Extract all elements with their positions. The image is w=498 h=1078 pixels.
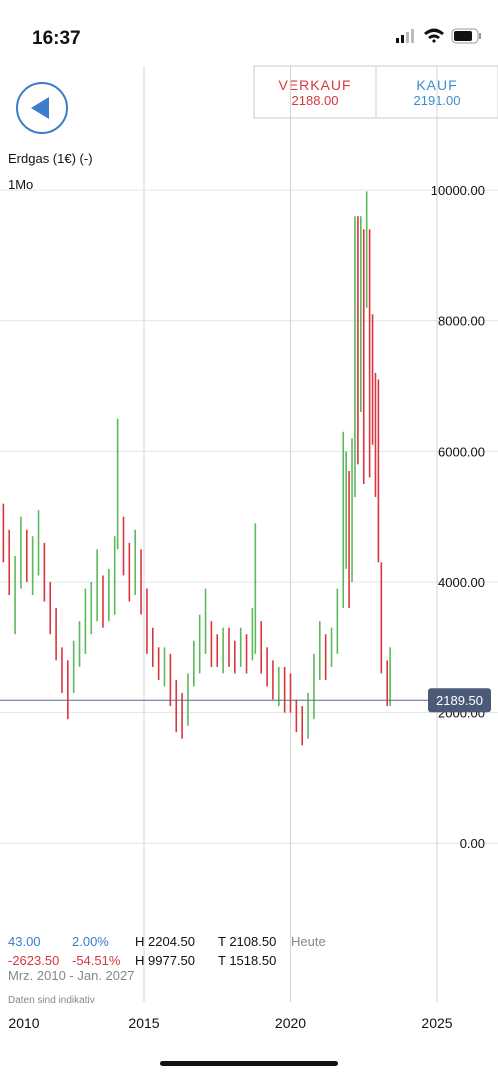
x-tick-label: 2025 bbox=[421, 1015, 452, 1031]
y-tick-label: 4000.00 bbox=[438, 575, 485, 590]
chart-title: Erdgas (1€) (-) bbox=[8, 151, 93, 166]
y-tick-label: 10000.00 bbox=[431, 183, 485, 198]
period: Heute bbox=[291, 934, 326, 949]
x-tick-label: 2010 bbox=[8, 1015, 39, 1031]
x-tick-label: 2015 bbox=[128, 1015, 159, 1031]
total-high: H 9977.50 bbox=[135, 953, 195, 968]
back-button[interactable] bbox=[16, 82, 68, 134]
sell-label: VERKAUF bbox=[278, 77, 351, 93]
change: 43.00 bbox=[8, 934, 41, 949]
chart-subtitle: 1Mo bbox=[8, 177, 33, 192]
note: Daten sind indikativ bbox=[8, 995, 95, 1006]
date-range: Mrz. 2010 - Jan. 2027 bbox=[8, 968, 134, 983]
y-tick-label: 6000.00 bbox=[438, 444, 485, 459]
status-time: 16:37 bbox=[32, 28, 81, 49]
x-tick-label: 2020 bbox=[275, 1015, 306, 1031]
day-high: H 2204.50 bbox=[135, 934, 195, 949]
total-change: -2623.50 bbox=[8, 953, 59, 968]
last-price-label: 2189.50 bbox=[436, 693, 483, 708]
y-tick-label: 0.00 bbox=[460, 836, 485, 851]
status-icons bbox=[396, 28, 481, 44]
sell-price: 2188.00 bbox=[292, 93, 339, 108]
day-low: T 2108.50 bbox=[218, 934, 276, 949]
total-change-pct: -54.51% bbox=[72, 953, 121, 968]
sell-button[interactable]: VERKAUF 2188.00 bbox=[278, 77, 351, 108]
change-pct: 2.00% bbox=[72, 934, 109, 949]
plot: 0.002000.004000.006000.008000.0010000.00… bbox=[0, 66, 498, 1031]
total-low: T 1518.50 bbox=[218, 953, 276, 968]
last-price-box bbox=[428, 688, 491, 713]
y-tick-label: 8000.00 bbox=[438, 314, 485, 329]
home-indicator bbox=[160, 1061, 338, 1066]
